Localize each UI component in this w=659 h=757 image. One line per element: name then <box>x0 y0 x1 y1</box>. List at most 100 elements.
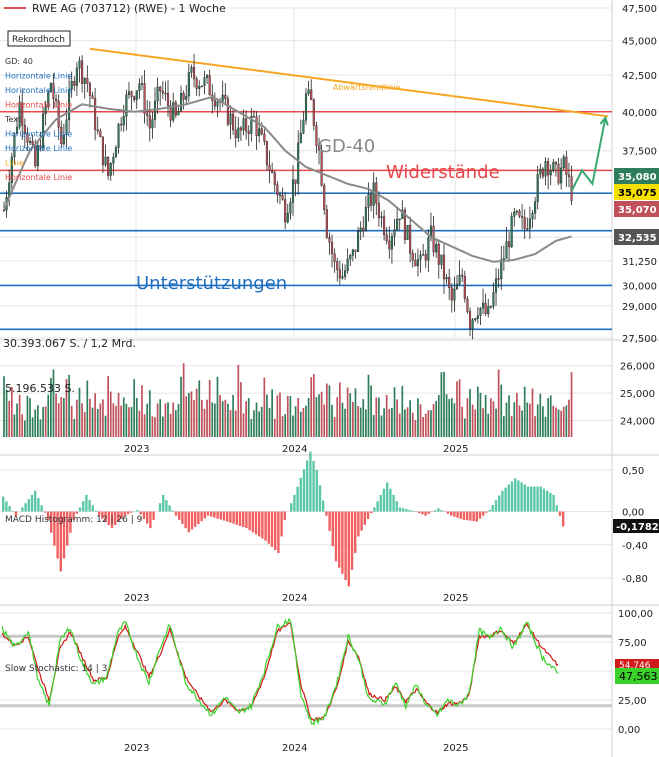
volume-bar <box>221 401 224 437</box>
volume-bar <box>560 410 562 437</box>
volume-bar <box>409 400 411 437</box>
macd-bar <box>142 511 146 520</box>
candle-body <box>320 149 323 186</box>
volume-bar <box>450 398 453 437</box>
macd-bar <box>130 511 133 513</box>
volume-bar <box>44 406 47 437</box>
candle-body <box>208 75 211 96</box>
candle-body <box>271 170 274 173</box>
candle-body <box>442 254 446 280</box>
volume-bar <box>539 393 542 437</box>
volume-bar <box>302 407 305 437</box>
macd-bar <box>424 511 427 516</box>
ma40-line <box>3 95 572 263</box>
volume-bar <box>341 402 344 437</box>
volume-bar <box>255 402 258 437</box>
price-tag-label: 35,080 <box>618 172 657 183</box>
volume-bar <box>91 407 94 437</box>
stoch-tag-top <box>615 659 659 669</box>
macd-bar <box>299 477 302 512</box>
macd-bar <box>517 480 520 512</box>
macd-value-tag <box>613 519 659 533</box>
macd-bar <box>309 451 312 512</box>
macd-bar <box>456 511 459 518</box>
macd-bar <box>101 511 104 519</box>
macd-bar <box>37 498 40 512</box>
volume-bar <box>562 406 565 437</box>
volume-bar <box>359 407 362 437</box>
volume-bar <box>172 402 175 437</box>
volume-bar <box>86 380 89 437</box>
candle-body <box>182 93 185 100</box>
volume-bar <box>466 398 469 437</box>
volume-bar <box>130 407 133 437</box>
stoch-tag-bottom <box>615 668 659 684</box>
volume-bar <box>185 396 188 437</box>
candle-body <box>505 241 508 259</box>
price-tag-label: 35,070 <box>618 205 657 216</box>
macd-bar <box>552 494 555 512</box>
stoch-y-tick: 25,00 <box>618 696 647 707</box>
macd-bar <box>459 511 462 519</box>
macd-bar <box>264 511 267 541</box>
candle-body <box>403 209 406 240</box>
volume-bar <box>398 413 401 437</box>
volume-bar <box>469 388 471 437</box>
volume-bar <box>135 397 138 437</box>
macd-bar <box>210 511 213 517</box>
macd-bar <box>485 511 488 513</box>
price-y-tick: 30,000 <box>622 281 657 292</box>
candle-body <box>528 218 531 229</box>
macd-bar <box>402 508 405 512</box>
candle-body <box>547 161 550 176</box>
candle-body <box>523 217 526 229</box>
macd-layer <box>2 451 565 587</box>
volume-bar <box>328 385 331 437</box>
candle-body <box>330 242 334 254</box>
volume-bar <box>190 391 193 437</box>
volume-bar <box>297 397 300 437</box>
macd-bar <box>46 511 50 520</box>
candle-body <box>479 308 482 317</box>
macd-bar <box>357 511 360 537</box>
volume-bar <box>258 411 260 437</box>
volume-bar <box>568 399 570 437</box>
candle-body <box>250 115 253 134</box>
candle-body <box>510 216 513 248</box>
macd-bar <box>453 511 456 517</box>
candle-body <box>401 209 404 220</box>
candle-body <box>518 210 521 217</box>
candle-body <box>502 258 505 260</box>
candle-body <box>328 237 331 243</box>
volume-bar <box>370 385 372 437</box>
volume-bar <box>292 415 294 437</box>
candle-body <box>409 225 412 254</box>
candle-body <box>164 92 167 95</box>
macd-bar <box>165 500 168 512</box>
macd-bar <box>514 478 517 512</box>
candle-body <box>239 127 242 131</box>
candle-body <box>101 136 104 166</box>
macd-bar <box>107 511 110 526</box>
overlay-item: Horizontale Linie <box>5 101 72 110</box>
macd-y-tick: 0,50 <box>622 466 644 477</box>
candle-body <box>55 98 58 102</box>
macd-bar <box>190 511 194 530</box>
macd-bar <box>347 511 350 587</box>
candle-body <box>549 170 552 176</box>
volume-bar <box>307 397 310 437</box>
volume-bar <box>29 398 31 437</box>
volume-bar <box>555 407 557 437</box>
price-tag-label: 32,535 <box>618 233 657 244</box>
candle-body <box>161 90 164 94</box>
forecast-arrow <box>570 117 607 192</box>
volume-bar <box>380 415 383 437</box>
macd-bar <box>184 511 187 529</box>
macd-bar <box>30 494 34 512</box>
candle-body <box>36 145 39 167</box>
candle-body <box>560 167 563 184</box>
volume-bar <box>432 403 435 437</box>
macd-bar <box>494 500 498 512</box>
x-axis-label: 2025 <box>443 444 468 455</box>
